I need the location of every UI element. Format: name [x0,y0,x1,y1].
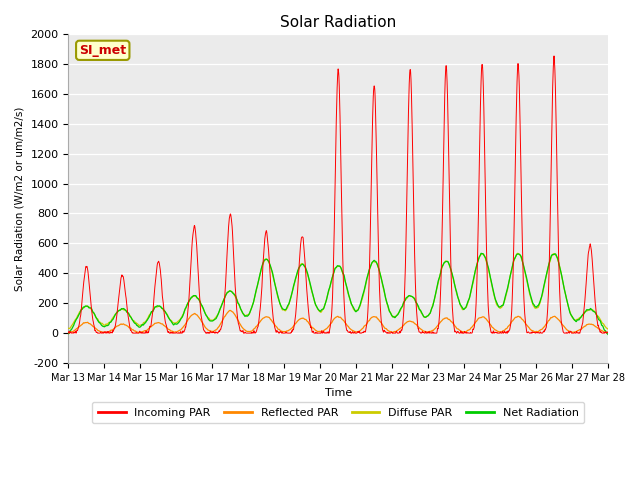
Text: SI_met: SI_met [79,44,126,57]
Legend: Incoming PAR, Reflected PAR, Diffuse PAR, Net Radiation: Incoming PAR, Reflected PAR, Diffuse PAR… [92,402,584,423]
Title: Solar Radiation: Solar Radiation [280,15,396,30]
Y-axis label: Solar Radiation (W/m2 or um/m2/s): Solar Radiation (W/m2 or um/m2/s) [15,106,25,291]
X-axis label: Time: Time [324,388,352,398]
